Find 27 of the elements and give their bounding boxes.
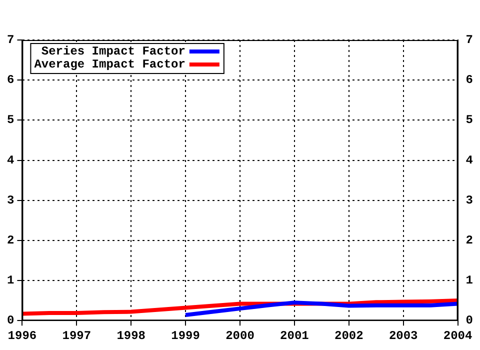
x-tick-label: 2003 [388,328,418,343]
y-tick-label: 4 [7,153,14,168]
x-tick-label: 1998 [116,328,146,343]
x-tick-label: 2001 [280,328,309,343]
y-tick-label: 2 [7,233,14,248]
x-tick-label: 1997 [62,328,92,343]
y2-tick-label: 1 [466,274,473,288]
legend-label: Series Impact Factor [41,44,186,59]
legend-label: Average Impact Factor [34,58,186,72]
x-tick-label: 1996 [8,328,37,343]
x-tick-label: 1999 [171,328,200,343]
x-tick-label: 2002 [334,328,364,343]
y-tick-label: 5 [7,113,14,128]
y2-tick-label: 2 [466,233,473,248]
y2-tick-label: 4 [466,153,473,168]
y2-tick-label: 0 [466,314,473,328]
x-tick-label: 2004 [443,328,472,343]
y-tick-label: 6 [7,73,14,88]
y2-tick-label: 3 [466,193,473,208]
y-tick-label: 7 [7,33,14,48]
y-tick-label: 3 [7,193,14,208]
y-tick-label: 0 [7,314,14,328]
x-tick-label: 2000 [226,328,254,343]
y2-tick-label: 6 [466,73,473,88]
y-tick-label: 1 [7,274,14,288]
y2-tick-label: 5 [466,113,473,128]
y2-tick-label: 7 [466,33,473,48]
